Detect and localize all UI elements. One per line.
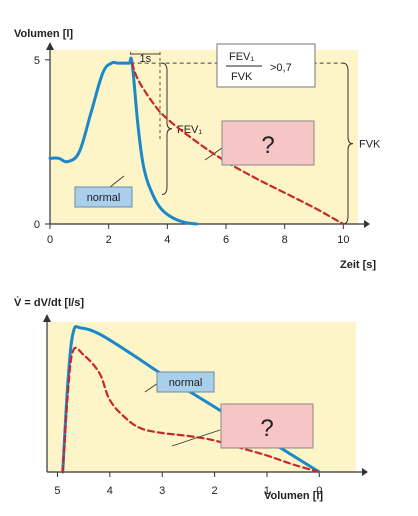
- flow-volume-xtick-label: 3: [159, 485, 165, 497]
- flow-volume-axes: 5 4 3 2 1 0: [43, 314, 368, 497]
- bottom-normal-label: normal: [169, 377, 203, 389]
- flow-volume-xtick-label: 2: [212, 485, 218, 497]
- flow-volume-labels: normal ?: [144, 371, 314, 449]
- fvk-label: FVK: [359, 139, 381, 151]
- volume-time-axes: 0 2 4 6 8 10 0 5: [34, 42, 370, 246]
- flow-volume-dashed-series-line: [61, 346, 321, 474]
- flow-volume-y-axis-arrow: [43, 314, 51, 322]
- flow-volume-x-axis-arrow: [362, 468, 368, 476]
- bottom-normal-box: [156, 371, 215, 393]
- fev1-brace: [161, 62, 173, 195]
- volume-time-x-axis-arrow: [364, 220, 370, 228]
- volume-time-xlabel: Zeit [s]: [340, 259, 376, 271]
- volume-time-xtick-label: 0: [47, 234, 53, 246]
- volume-time-chart: Volumen [l] 0 2 4 6 8 10 0 5 1s FEV₁ FVK FEV₁ FVK…: [14, 28, 381, 271]
- flow-volume-plot-background: [47, 322, 356, 472]
- volume-time-xtick-label: 8: [282, 234, 288, 246]
- volume-time-labels: FEV₁ FVK >0,7 ? normal: [74, 43, 316, 208]
- fvk-brace: [342, 62, 354, 225]
- bottom-question-leader: [171, 429, 221, 447]
- flow-volume-xtick-label: 1: [264, 485, 270, 497]
- flow-volume-chart: V̇ = dV/dt [l/s] 5 4 3 2 1 0 normal ? Volumen…: [14, 296, 368, 502]
- ratio-value: >0,7: [270, 62, 292, 74]
- top-normal-leader: [109, 175, 125, 188]
- volume-time-normal-series-line: [48, 56, 199, 226]
- top-normal-label: normal: [87, 192, 121, 204]
- flow-volume-xtick-label: 0: [316, 485, 322, 497]
- one-second-label: 1s: [140, 53, 152, 65]
- fev1-label: FEV₁: [177, 124, 202, 136]
- ratio-denominator: FVK: [231, 71, 253, 83]
- volume-time-annotations: 1s FEV₁ FVK: [109, 52, 381, 225]
- flow-volume-xtick-label: 4: [107, 485, 113, 497]
- top-normal-box: [74, 186, 133, 208]
- volume-time-ytick-label: 5: [34, 55, 40, 67]
- volume-time-xtick-label: 4: [164, 234, 170, 246]
- bottom-normal-leader: [144, 382, 159, 393]
- volume-time-ytick-label: 0: [34, 219, 40, 231]
- volume-time-xtick-label: 6: [223, 234, 229, 246]
- flow-volume-ylabel: V̇ = dV/dt [l/s]: [14, 296, 84, 309]
- volume-time-xtick-label: 2: [106, 234, 112, 246]
- volume-time-ylabel: Volumen [l]: [14, 28, 73, 40]
- top-question-box: [221, 120, 315, 166]
- flow-volume-xtick-label: 5: [54, 485, 60, 497]
- flow-volume-xlabel: Volumen [l]: [264, 490, 323, 502]
- bottom-question-label: ?: [260, 415, 273, 442]
- volume-time-xtick-label: 10: [337, 234, 349, 246]
- volume-time-y-axis-arrow: [46, 42, 54, 50]
- bottom-question-box: [220, 403, 314, 449]
- top-question-label: ?: [261, 132, 274, 159]
- ratio-numerator: FEV₁: [229, 51, 254, 63]
